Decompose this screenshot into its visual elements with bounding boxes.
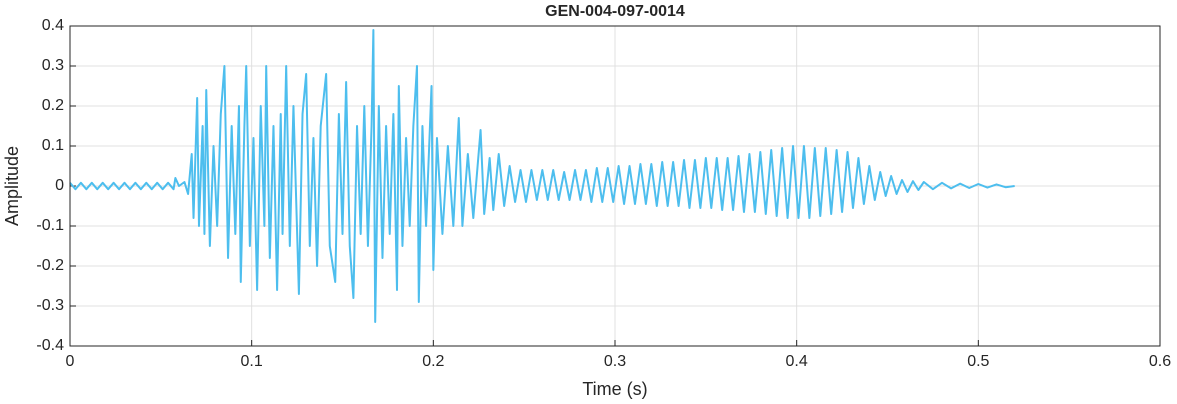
- x-tick-label: 0.1: [241, 353, 263, 370]
- y-tick-label: 0.2: [42, 97, 64, 114]
- y-tick-label: 0.4: [42, 17, 64, 34]
- x-axis-label: Time (s): [582, 379, 647, 399]
- y-tick-label: -0.2: [36, 257, 64, 274]
- waveform-line: [69, 29, 1015, 323]
- y-tick-label: -0.1: [36, 217, 64, 234]
- y-axis-label: Amplitude: [2, 146, 22, 226]
- y-tick-label: 0.1: [42, 137, 64, 154]
- x-tick-label: 0.2: [422, 353, 444, 370]
- y-tick-label: 0.3: [42, 57, 64, 74]
- x-tick-label: 0: [66, 353, 75, 370]
- y-tick-label: -0.3: [36, 297, 64, 314]
- y-tick-label: 0: [55, 177, 64, 194]
- x-tick-label: 0.3: [604, 353, 626, 370]
- x-tick-label: 0.4: [786, 353, 808, 370]
- x-tick-label: 0.6: [1149, 353, 1171, 370]
- x-tick-label: 0.5: [967, 353, 989, 370]
- plot-frame: [69, 25, 1161, 347]
- chart-title: GEN-004-097-0014: [545, 3, 685, 20]
- y-tick-label: -0.4: [36, 337, 64, 354]
